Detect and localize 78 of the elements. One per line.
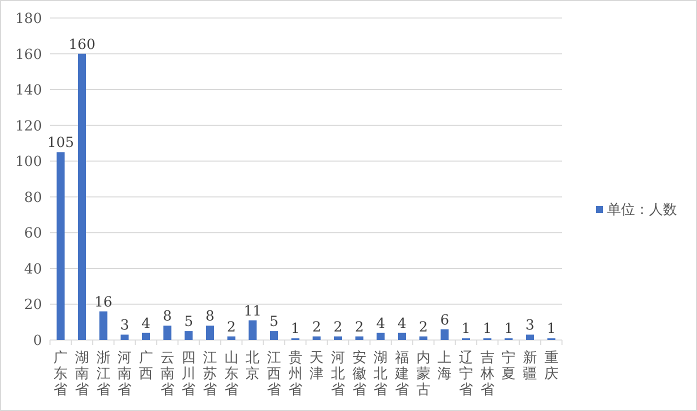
bar bbox=[78, 54, 86, 340]
data-label: 8 bbox=[206, 308, 214, 325]
x-tick-label: 江西省 bbox=[267, 350, 281, 398]
data-label: 2 bbox=[334, 319, 342, 336]
bar bbox=[270, 331, 278, 340]
y-tick-label: 120 bbox=[15, 118, 42, 134]
x-tick-label: 广西 bbox=[139, 350, 153, 382]
y-tick-label: 160 bbox=[15, 46, 42, 63]
x-tick-label: 安徽省 bbox=[352, 350, 366, 398]
data-label: 1 bbox=[290, 321, 300, 338]
legend-label: 单位：人数 bbox=[607, 202, 677, 218]
x-tick-label: 天津 bbox=[310, 350, 324, 382]
bar bbox=[99, 311, 108, 340]
bar bbox=[526, 334, 534, 340]
bar bbox=[312, 336, 321, 340]
bar bbox=[163, 326, 172, 340]
y-tick-label: 140 bbox=[15, 82, 42, 99]
bar bbox=[227, 336, 236, 340]
bar bbox=[56, 152, 65, 340]
y-tick-label: 40 bbox=[24, 261, 42, 278]
y-tick-label: 100 bbox=[15, 154, 42, 170]
x-tick-label: 湖南省 bbox=[75, 350, 89, 398]
data-label: 160 bbox=[68, 36, 96, 53]
bar bbox=[142, 332, 150, 340]
data-label: 2 bbox=[312, 319, 322, 336]
x-tick-label: 江苏省 bbox=[203, 350, 217, 398]
x-tick-label: 河北省 bbox=[331, 350, 345, 398]
y-tick-label: 80 bbox=[24, 190, 42, 206]
x-tick-label: 贵州省 bbox=[288, 350, 302, 398]
data-label: 4 bbox=[376, 316, 386, 332]
data-label: 5 bbox=[270, 314, 278, 330]
x-tick-label: 云南省 bbox=[160, 350, 174, 398]
data-label: 16 bbox=[94, 294, 112, 310]
x-tick-label: 湖北省 bbox=[374, 350, 388, 398]
x-tick-label: 辽宁省 bbox=[459, 350, 473, 398]
data-label: 11 bbox=[244, 303, 262, 320]
x-tick-label: 吉林省 bbox=[479, 350, 494, 398]
data-label: 5 bbox=[184, 314, 194, 330]
bar bbox=[248, 320, 257, 340]
x-tick-label: 河南省 bbox=[118, 350, 132, 398]
bar bbox=[334, 336, 342, 340]
x-tick-label: 浙江省 bbox=[96, 350, 110, 398]
y-tick-label: 0 bbox=[33, 333, 42, 349]
y-tick-label: 20 bbox=[24, 297, 42, 314]
data-label: 1 bbox=[546, 321, 556, 338]
x-tick-label: 新疆 bbox=[523, 350, 537, 382]
data-label: 8 bbox=[162, 308, 172, 325]
bar bbox=[355, 336, 364, 340]
x-tick-label: 山东省 bbox=[224, 350, 238, 398]
data-label: 3 bbox=[526, 318, 534, 334]
data-label: 1 bbox=[482, 321, 492, 338]
bar bbox=[376, 332, 385, 340]
x-tick-label: 北京 bbox=[246, 350, 260, 382]
y-tick-label: 60 bbox=[24, 226, 42, 242]
data-label: 6 bbox=[440, 312, 450, 328]
bar bbox=[184, 331, 193, 340]
data-label: 2 bbox=[418, 319, 428, 336]
x-tick-label: 重庆 bbox=[544, 350, 558, 382]
data-label: 1 bbox=[504, 321, 514, 338]
x-tick-label: 四川省 bbox=[182, 350, 196, 398]
bar bbox=[419, 336, 428, 340]
x-tick-label: 福建省 bbox=[394, 350, 409, 398]
bar bbox=[206, 326, 214, 340]
x-tick-label: 宁夏 bbox=[502, 350, 516, 382]
x-tick-label: 内蒙古 bbox=[416, 350, 430, 398]
x-tick-label: 上海 bbox=[438, 350, 452, 382]
data-label: 2 bbox=[226, 319, 236, 336]
data-label: 1 bbox=[462, 321, 470, 338]
y-tick-label: 180 bbox=[15, 11, 42, 27]
data-label: 2 bbox=[354, 319, 364, 336]
data-label: 3 bbox=[120, 318, 130, 334]
x-tick-label: 广东省 bbox=[54, 350, 68, 398]
bar bbox=[120, 334, 129, 340]
data-label: 4 bbox=[398, 316, 407, 332]
bar bbox=[440, 329, 449, 340]
data-label: 4 bbox=[142, 316, 151, 332]
bar bbox=[398, 332, 406, 340]
data-label: 105 bbox=[47, 135, 74, 152]
